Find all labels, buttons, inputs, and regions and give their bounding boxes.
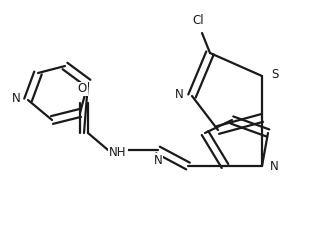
Text: N: N [12, 91, 20, 104]
Text: N: N [154, 154, 162, 167]
Text: N: N [175, 88, 183, 100]
Text: NH: NH [109, 145, 127, 159]
Text: N: N [270, 159, 278, 173]
Text: O: O [77, 83, 86, 95]
Text: Cl: Cl [192, 14, 204, 26]
Text: S: S [271, 68, 279, 80]
